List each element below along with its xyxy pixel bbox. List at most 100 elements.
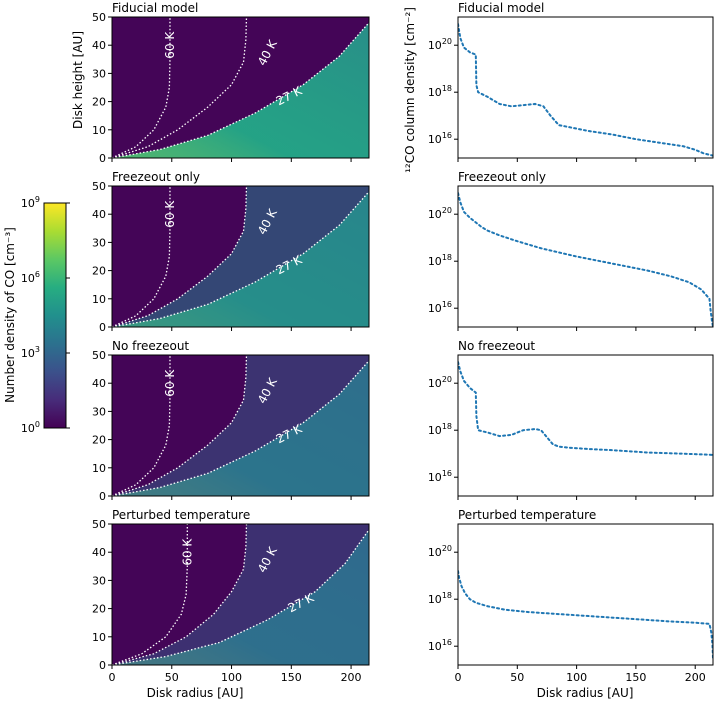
contour-label: 60 K	[163, 200, 177, 228]
y-tick-label: 20	[92, 96, 106, 109]
y-tick-label: 1016	[428, 300, 452, 315]
column-density-line	[458, 570, 713, 659]
contour-line	[112, 191, 369, 327]
y-tick-label: 1018	[428, 253, 452, 268]
panel-title: Fiducial model	[458, 1, 544, 15]
x-tick-label: 150	[281, 671, 302, 684]
y-tick-label: 30	[92, 67, 106, 80]
x-tick-label: 150	[625, 671, 646, 684]
density-plume	[112, 524, 369, 665]
y-tick-label: 1020	[428, 206, 452, 221]
y-tick-label: 10	[92, 293, 106, 306]
contour-line	[112, 360, 369, 496]
y-tick-label: 1018	[428, 422, 452, 437]
x-tick-label: 0	[455, 671, 462, 684]
y-tick-label: 50	[92, 518, 106, 531]
y-tick-label: 1020	[428, 37, 452, 52]
y-tick-label: 0	[99, 152, 106, 165]
y-tick-label: 10	[92, 462, 106, 475]
contour-label: 60 K	[163, 31, 177, 59]
panel-title: Freezeout only	[458, 170, 546, 184]
y-tick-label: 20	[92, 603, 106, 616]
colorbar-tick-label: 106	[21, 270, 40, 285]
y-tick-label: 0	[99, 321, 106, 334]
colorbar-tick-label: 109	[21, 195, 40, 210]
y-tick-label: 1020	[428, 375, 452, 390]
x-tick-label: 200	[341, 671, 362, 684]
left-x-axis-label: Disk radius [AU]	[147, 686, 244, 700]
right-panels: 1016 1018 1020 Fiducial model 1016 1018 1020 Fr…	[428, 1, 714, 684]
column-density-panel: 1016 1018 1020 Fiducial model	[428, 1, 714, 162]
column-density-panel: 1016 1018 1020 Freezeout only	[428, 170, 714, 331]
left-y-axis-label: Disk height [AU]	[71, 31, 85, 129]
y-tick-label: 1018	[428, 591, 452, 606]
y-tick-label: 1016	[428, 469, 452, 484]
x-tick-label: 50	[510, 671, 524, 684]
y-tick-label: 40	[92, 208, 106, 221]
panel-title: Fiducial model	[112, 1, 198, 15]
y-tick-label: 50	[92, 349, 106, 362]
panel-title: Perturbed temperature	[112, 508, 250, 522]
colorbar-ticks: 100 103 106 109	[21, 195, 70, 435]
contour-line	[112, 22, 369, 158]
plot-frame	[111, 185, 370, 328]
density-plume	[112, 355, 369, 496]
panel-title: Perturbed temperature	[458, 508, 596, 522]
contour-line	[112, 529, 369, 665]
y-tick-label: 10	[92, 631, 106, 644]
x-tick-label: 0	[109, 671, 116, 684]
panel-title: No freezeout	[112, 339, 189, 353]
contour-line	[112, 186, 248, 327]
plot-frame	[457, 185, 714, 328]
y-tick-label: 1016	[428, 638, 452, 653]
density-gradient	[112, 22, 369, 158]
y-tick-label: 10	[92, 124, 106, 137]
y-tick-label: 30	[92, 405, 106, 418]
y-tick-label: 40	[92, 39, 106, 52]
x-tick-label: 100	[221, 671, 242, 684]
y-tick-label: 40	[92, 546, 106, 559]
colorbar-tick-label: 103	[21, 345, 40, 360]
y-tick-label: 50	[92, 11, 106, 24]
y-tick-label: 1016	[428, 131, 452, 146]
colorbar: Number density of CO [cm⁻³] 100 103 106 109	[3, 195, 70, 435]
contour-line	[112, 355, 248, 496]
right-y-axis-label: ¹²CO column density [cm⁻²]	[403, 7, 417, 173]
y-tick-label: 30	[92, 236, 106, 249]
colorbar-tick-label: 100	[21, 420, 40, 435]
contour-label: 60 K	[180, 538, 194, 566]
column-density-line	[458, 192, 713, 327]
contour-line	[112, 524, 188, 665]
contour-line	[112, 17, 248, 158]
contour-label: 60 K	[163, 369, 177, 397]
density-plume	[112, 186, 369, 327]
x-tick-label: 50	[165, 671, 179, 684]
column-density-line	[458, 361, 713, 456]
y-tick-label: 30	[92, 574, 106, 587]
x-tick-label: 100	[566, 671, 587, 684]
colorbar-label: Number density of CO [cm⁻³]	[3, 227, 17, 403]
contour-line	[112, 524, 248, 665]
panel-title: Freezeout only	[112, 170, 200, 184]
column-density-line	[458, 23, 713, 157]
density-panel: 60 K 40 K27 K0 50 100 150 20001020304050Pertu…	[92, 508, 370, 684]
right-x-axis-label: Disk radius [AU]	[537, 686, 634, 700]
x-tick-label: 200	[685, 671, 706, 684]
colorbar-gradient	[43, 202, 67, 429]
plot-frame	[457, 16, 714, 159]
column-density-panel: 0 50 100 150 200 1016 1018 1020 Perturbed temper…	[428, 508, 714, 684]
plot-frame	[111, 354, 370, 497]
plot-frame	[111, 523, 370, 666]
panel-title: No freezeout	[458, 339, 535, 353]
plot-frame	[457, 523, 714, 666]
y-tick-label: 1020	[428, 544, 452, 559]
y-tick-label: 40	[92, 377, 106, 390]
y-tick-label: 0	[99, 659, 106, 672]
plot-frame	[457, 354, 714, 497]
y-tick-label: 20	[92, 434, 106, 447]
